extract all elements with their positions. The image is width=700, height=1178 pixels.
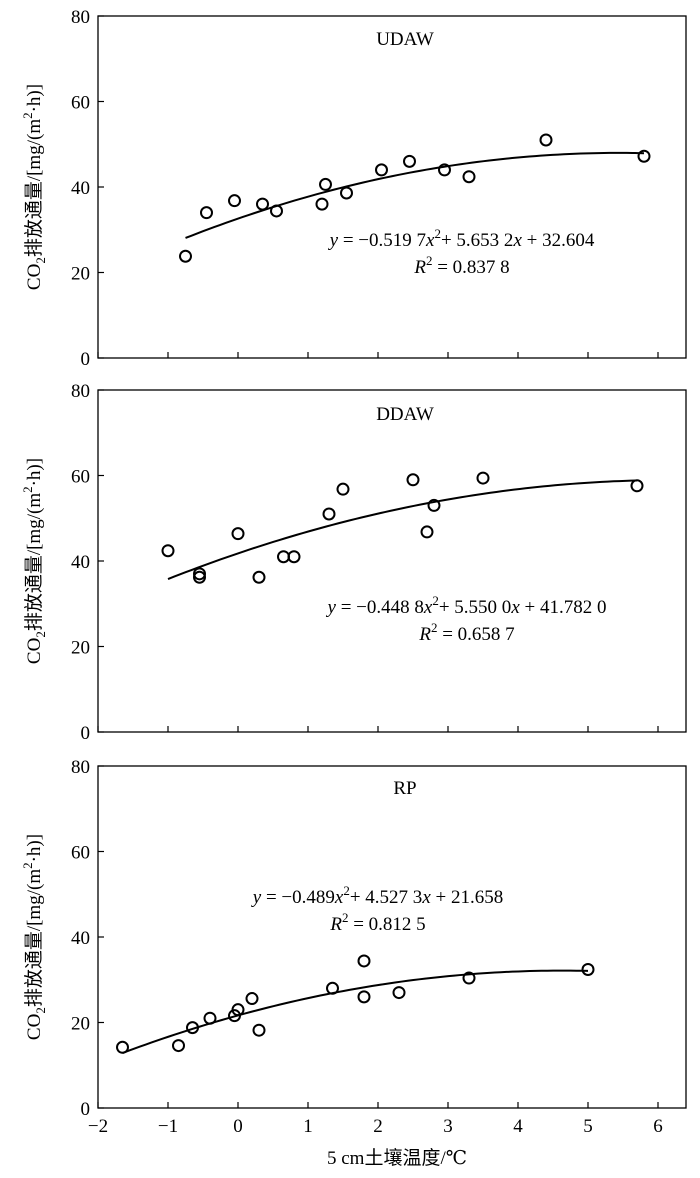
x-tick-label: 3 (443, 1116, 453, 1137)
data-point (336, 482, 350, 496)
x-tick-label: 5 (583, 1116, 593, 1137)
y-tick-label: 80 (71, 7, 90, 28)
data-point (256, 197, 269, 211)
data-point (630, 479, 644, 493)
x-axis-label: 5 cm土壤温度/℃ (327, 1147, 467, 1169)
fit-equation: y = −0.519 7x2+ 5.653 2x + 32.604 (328, 226, 595, 251)
fit-equation: y = −0.489x2+ 4.527 3x + 21.658 (251, 883, 503, 908)
panel-title: RP (393, 778, 416, 799)
y-tick-label: 0 (81, 723, 91, 744)
y-tick-label: 60 (71, 843, 90, 864)
y-tick-label: 40 (71, 928, 90, 949)
data-point (357, 990, 371, 1004)
data-point (462, 170, 476, 184)
data-point (277, 550, 290, 564)
x-tick-label: 4 (513, 1116, 523, 1137)
data-point (357, 954, 371, 968)
data-point (637, 149, 651, 163)
data-point (315, 197, 329, 211)
x-tick-label: 2 (373, 1116, 383, 1137)
plot-frame (97, 765, 687, 1109)
data-point (252, 570, 266, 584)
data-point (392, 986, 406, 1000)
data-point (186, 1021, 199, 1035)
y-tick-label: 0 (81, 349, 91, 370)
r-squared: R2 = 0.658 7 (418, 620, 514, 645)
data-point (228, 194, 241, 208)
y-tick-label: 20 (71, 1014, 90, 1035)
fit-equation: y = −0.448 8x2+ 5.550 0x + 41.782 0 (326, 593, 607, 618)
plot-frame (97, 389, 687, 733)
data-point (231, 527, 245, 541)
y-tick-label: 20 (71, 638, 90, 659)
y-tick-label: 40 (71, 552, 90, 573)
data-point (403, 154, 416, 168)
data-point (462, 971, 476, 985)
data-point (427, 498, 441, 512)
y-axis-label: CO2排放通量/[mg/(m2·h)] (20, 84, 48, 290)
y-tick-label: 60 (71, 467, 90, 488)
fit-curve (122, 969, 589, 1054)
data-point (438, 163, 451, 177)
y-tick-label: 20 (71, 264, 90, 285)
y-tick-label: 80 (71, 381, 90, 402)
x-tick-label: 6 (653, 1116, 663, 1137)
data-point (340, 186, 353, 200)
x-tick-label: 0 (233, 1116, 243, 1137)
data-point (172, 1039, 185, 1053)
data-point (245, 992, 259, 1006)
plot-frame (97, 15, 687, 359)
data-point (476, 471, 490, 485)
data-point (322, 507, 336, 521)
data-point (420, 525, 434, 539)
panel-title: DDAW (376, 404, 434, 425)
data-point (252, 1023, 266, 1037)
fit-curve (185, 151, 645, 239)
panel-udaw: 0 20 40 60 80 CO2排放通量/[mg/(m2·h)] UDAW y = −0.5… (20, 7, 687, 370)
data-point (116, 1040, 129, 1054)
r-squared: R2 = 0.837 8 (413, 253, 509, 278)
data-point (161, 544, 175, 558)
data-point (319, 177, 332, 191)
panel-rp: 0 20 40 60 80 −2 −1 0 1 2 3 4 5 6 5 cm土壤温度/℃ CO2排放通量/[m… (20, 757, 687, 1169)
y-axis-label: CO2排放通量/[mg/(m2·h)] (20, 458, 48, 664)
y-tick-label: 80 (71, 757, 90, 778)
y-tick-label: 0 (81, 1099, 91, 1120)
x-tick-label: −1 (158, 1116, 178, 1137)
data-point (406, 473, 420, 487)
y-axis-label: CO2排放通量/[mg/(m2·h)] (20, 834, 48, 1040)
data-point (231, 1003, 245, 1017)
data-point (539, 133, 553, 147)
fit-curve (167, 479, 638, 580)
y-tick-label: 40 (71, 178, 90, 199)
y-tick-label: 60 (71, 93, 90, 114)
data-point (179, 249, 192, 263)
data-point (375, 163, 388, 177)
data-point (270, 204, 283, 218)
data-point (581, 962, 595, 976)
data-point (203, 1011, 217, 1025)
data-point (193, 570, 206, 584)
panel-title: UDAW (376, 29, 434, 50)
data-point (200, 206, 213, 220)
panel-ddaw: 0 20 40 60 80 CO2排放通量/[mg/(m2·h)] DDAW y = −0.4… (20, 381, 687, 744)
data-point (287, 550, 301, 564)
r-squared: R2 = 0.812 5 (329, 910, 425, 935)
x-tick-label: −2 (88, 1116, 108, 1137)
data-point (326, 981, 339, 995)
x-tick-label: 1 (303, 1116, 313, 1137)
